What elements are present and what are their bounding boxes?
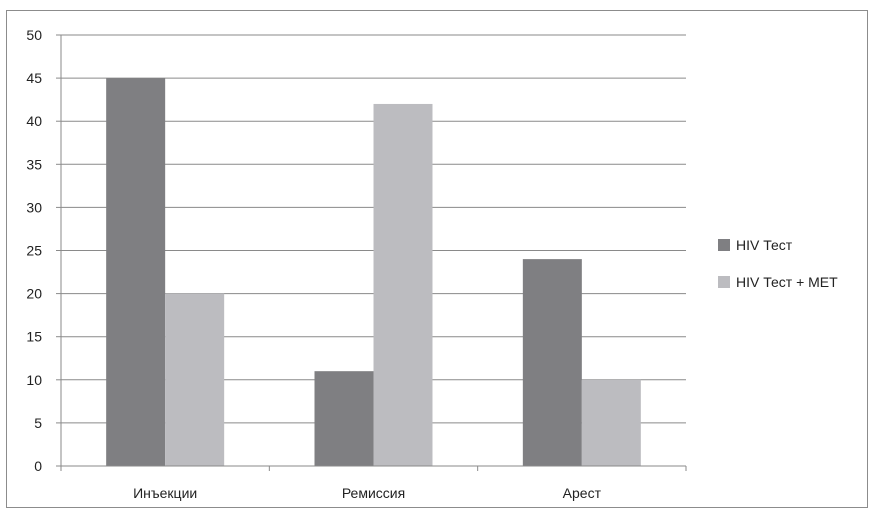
chart-frame bbox=[6, 10, 868, 508]
x-category-label: Ремиссия bbox=[342, 485, 405, 501]
bar bbox=[106, 78, 166, 466]
legend-label: HIV Тест + МЕТ bbox=[736, 274, 838, 290]
bar bbox=[165, 293, 225, 466]
bars bbox=[106, 78, 641, 467]
y-tick-label: 15 bbox=[26, 329, 42, 345]
y-tick-label: 20 bbox=[26, 286, 42, 302]
legend-label: HIV Тест bbox=[736, 237, 793, 253]
y-tick-label: 25 bbox=[26, 243, 42, 259]
y-tick-label: 10 bbox=[26, 372, 42, 388]
legend-swatch bbox=[718, 276, 730, 288]
x-category-label: Инъекции bbox=[133, 485, 197, 501]
legend: HIV Тест HIV Тест + МЕТ bbox=[718, 237, 838, 290]
y-tick-label: 0 bbox=[34, 458, 42, 474]
y-tick-label: 30 bbox=[26, 199, 42, 215]
y-tick-label: 50 bbox=[26, 27, 42, 43]
y-tick-label: 45 bbox=[26, 70, 42, 86]
legend-swatch bbox=[718, 239, 730, 251]
axes: 0 5 10 15 20 25 30 35 40 45 50 Инъекции Ремиссия Арес… bbox=[26, 27, 687, 501]
y-tick-label: 35 bbox=[26, 156, 42, 172]
x-category-label: Арест bbox=[563, 485, 602, 501]
bar bbox=[314, 371, 374, 466]
y-tick-label: 40 bbox=[26, 113, 42, 129]
y-tick-label: 5 bbox=[34, 415, 42, 431]
bar bbox=[522, 259, 582, 466]
bar bbox=[581, 379, 641, 466]
bar bbox=[373, 103, 433, 467]
